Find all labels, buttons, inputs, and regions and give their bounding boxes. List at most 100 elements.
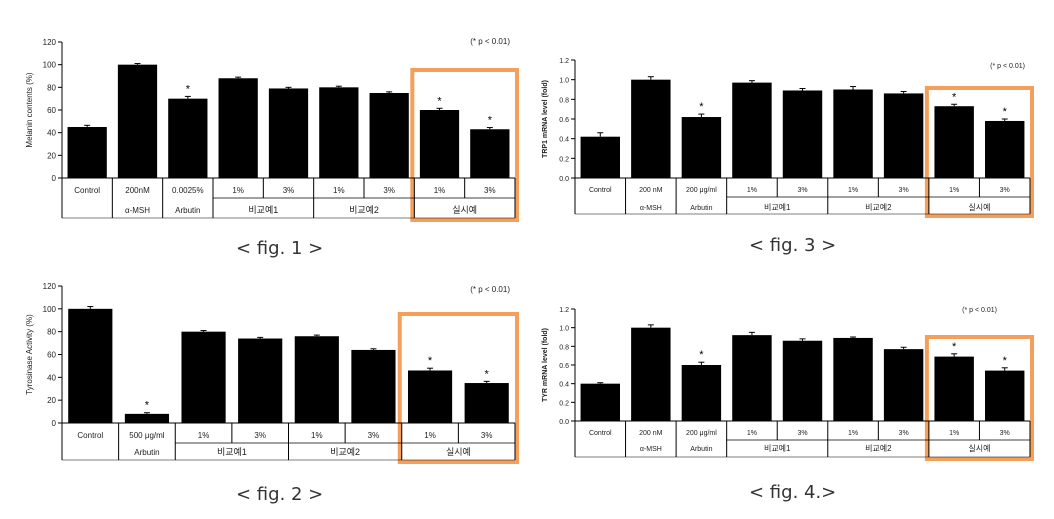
significance-note: (* p < 0.01) — [990, 63, 1025, 70]
bar — [168, 98, 208, 178]
bar — [68, 308, 113, 423]
bar — [464, 383, 509, 423]
y-tick-label: 1.2 — [559, 307, 569, 314]
bar — [934, 356, 974, 421]
significance-star: * — [437, 95, 442, 107]
dose-label: 3% — [254, 431, 266, 440]
bar — [67, 127, 107, 178]
group-label: 비교예2 — [330, 447, 360, 457]
dose-label: 0.0025% — [172, 186, 204, 195]
y-tick-label: 100 — [43, 61, 57, 70]
bar — [883, 349, 924, 421]
dose-label: 3% — [1000, 430, 1010, 437]
significance-note: (* p < 0.01) — [470, 285, 510, 294]
y-tick-label: 1.0 — [559, 78, 569, 85]
bar — [631, 327, 671, 421]
figure-4-panel: 0.0 0.2 0.4 0.6 0.8 1.0 1.2 TYR mRNA level (fol… — [535, 295, 1040, 470]
significance-star: * — [1003, 106, 1008, 118]
group-label: 비교예2 — [865, 202, 892, 212]
group-label: 실시예 — [968, 202, 990, 212]
dose-label: 1% — [434, 186, 446, 195]
bar — [732, 82, 772, 178]
y-tick-label: 1.0 — [559, 326, 569, 333]
y-tick-label: 40 — [47, 129, 56, 138]
significance-star: * — [145, 400, 150, 412]
bar — [351, 349, 396, 423]
bar — [319, 87, 359, 178]
significance-note: (* p < 0.01) — [470, 37, 510, 46]
bar — [268, 88, 309, 178]
bar — [681, 365, 722, 421]
dose-label: 200 μg/ml — [686, 430, 717, 437]
group-label: α-MSH — [640, 446, 662, 453]
group-label: 비교예1 — [248, 205, 278, 215]
bar — [985, 120, 1025, 178]
dose-label: 3% — [484, 186, 496, 195]
group-label: α-MSH — [125, 206, 150, 215]
y-tick-label: 60 — [47, 351, 56, 360]
significance-note: (* p < 0.01) — [962, 307, 997, 314]
dose-label: 3% — [383, 186, 395, 195]
significance-star: * — [1003, 355, 1008, 367]
bar — [732, 335, 772, 421]
y-tick-label: 0.0 — [559, 176, 569, 183]
highlight-box — [924, 335, 1034, 461]
y-tick-label: 0.2 — [559, 156, 569, 163]
y-tick-label: 0 — [52, 419, 57, 428]
bar — [294, 336, 339, 423]
bar — [985, 370, 1025, 421]
dose-label: 3% — [1000, 187, 1010, 194]
y-tick-label: 80 — [47, 328, 56, 337]
dose-label: 3% — [797, 430, 807, 437]
figure-3-panel: 0.0 0.2 0.4 0.6 0.8 1.0 1.2 TRP1 mRNA level (fo… — [535, 50, 1040, 225]
dose-label: 3% — [368, 431, 380, 440]
bar — [631, 79, 671, 178]
bar — [470, 129, 510, 178]
bar — [419, 110, 460, 178]
y-tick-label: 40 — [47, 373, 56, 382]
group-label: 실시예 — [446, 447, 471, 457]
significance-star: * — [952, 341, 957, 353]
y-tick-label: 0.2 — [559, 400, 569, 407]
y-tick-label: 0.8 — [559, 97, 569, 104]
y-tick-label: 20 — [47, 151, 56, 160]
bar — [407, 370, 453, 423]
bar — [580, 136, 620, 178]
y-tick-label: 0.6 — [559, 363, 569, 370]
significance-star: * — [186, 83, 191, 95]
dose-label: 3% — [797, 187, 807, 194]
bar — [117, 64, 158, 178]
y-axis-label: Melanin contents (%) — [25, 72, 34, 147]
y-tick-label: 0.0 — [559, 419, 569, 426]
dose-label: Control — [589, 187, 612, 194]
y-axis-label: Tyrosinase Activity (%) — [25, 314, 34, 395]
bar — [883, 93, 924, 178]
bar — [580, 383, 620, 421]
y-tick-label: 80 — [47, 83, 56, 92]
y-tick-label: 1.2 — [559, 58, 569, 65]
y-tick-label: 20 — [47, 396, 56, 405]
dose-label: 200 μg/ml — [686, 187, 717, 194]
dose-label: 1% — [198, 431, 210, 440]
bar — [681, 117, 722, 178]
highlight-box — [397, 312, 519, 464]
dose-label: 1% — [311, 431, 323, 440]
group-label: 비교예1 — [764, 202, 791, 212]
bar — [369, 93, 409, 178]
dose-label: Control — [589, 430, 612, 437]
dose-label: 1% — [848, 187, 858, 194]
bar — [181, 331, 226, 423]
group-label: Arbutin — [175, 206, 200, 215]
figure-1-caption: < fig. 1 > — [236, 238, 324, 259]
y-tick-label: 0 — [52, 174, 57, 183]
dose-label: 500 μg/ml — [129, 431, 165, 440]
group-label: 실시예 — [968, 443, 990, 453]
figure-4-chart: 0.0 0.2 0.4 0.6 0.8 1.0 1.2 TYR mRNA level (fol… — [542, 307, 1034, 461]
group-label: 비교예2 — [865, 443, 892, 453]
y-axis-label: TRP1 mRNA level (fold) — [542, 80, 549, 158]
highlight-box — [924, 86, 1034, 218]
figure-2-caption: < fig. 2 > — [236, 484, 324, 505]
group-label: 비교예1 — [764, 443, 791, 453]
bar — [833, 89, 873, 178]
bar — [238, 338, 283, 423]
